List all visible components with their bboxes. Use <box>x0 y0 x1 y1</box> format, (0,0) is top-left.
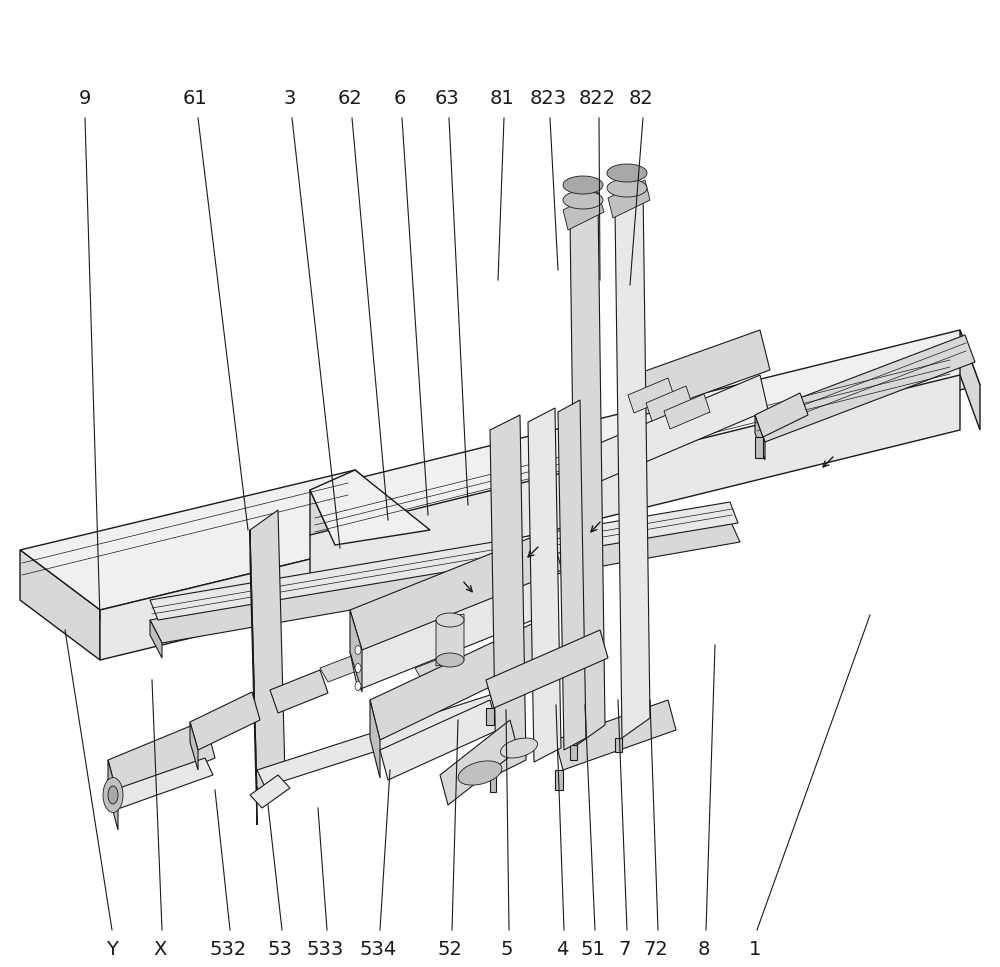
Text: 532: 532 <box>209 940 247 959</box>
Ellipse shape <box>607 164 647 182</box>
Polygon shape <box>608 180 650 218</box>
Polygon shape <box>528 408 561 762</box>
Polygon shape <box>558 400 586 750</box>
Polygon shape <box>257 695 498 787</box>
Text: 62: 62 <box>338 89 362 108</box>
Polygon shape <box>460 652 510 682</box>
Text: 63: 63 <box>435 89 459 108</box>
Ellipse shape <box>501 738 537 758</box>
Text: 82: 82 <box>629 89 653 108</box>
Text: 823: 823 <box>529 89 567 108</box>
Polygon shape <box>310 470 430 545</box>
Polygon shape <box>628 378 674 413</box>
Text: 8: 8 <box>698 940 710 959</box>
Polygon shape <box>555 770 563 790</box>
Polygon shape <box>320 652 370 682</box>
Text: 3: 3 <box>284 89 296 108</box>
Text: 9: 9 <box>79 89 91 108</box>
Polygon shape <box>380 700 498 780</box>
Polygon shape <box>560 495 568 520</box>
Polygon shape <box>370 620 550 740</box>
Polygon shape <box>620 420 630 448</box>
Polygon shape <box>436 614 464 666</box>
Polygon shape <box>563 192 604 230</box>
Ellipse shape <box>436 613 464 627</box>
Polygon shape <box>350 610 362 692</box>
Polygon shape <box>440 720 518 805</box>
Polygon shape <box>570 200 605 745</box>
Ellipse shape <box>563 176 603 194</box>
Text: 72: 72 <box>644 940 668 959</box>
Polygon shape <box>250 510 285 795</box>
Polygon shape <box>664 394 710 429</box>
Polygon shape <box>310 375 960 590</box>
Polygon shape <box>108 760 118 830</box>
Text: X: X <box>153 940 167 959</box>
Polygon shape <box>555 700 676 770</box>
Polygon shape <box>486 708 494 725</box>
Text: 534: 534 <box>359 940 397 959</box>
Polygon shape <box>615 188 650 738</box>
Text: 822: 822 <box>578 89 616 108</box>
Polygon shape <box>150 620 162 658</box>
Polygon shape <box>570 745 577 760</box>
Polygon shape <box>646 386 692 421</box>
Polygon shape <box>108 758 213 810</box>
Polygon shape <box>365 652 415 682</box>
Polygon shape <box>490 415 526 775</box>
Polygon shape <box>150 520 740 643</box>
Polygon shape <box>100 530 430 660</box>
Text: 81: 81 <box>490 89 514 108</box>
Text: Y: Y <box>106 940 118 959</box>
Polygon shape <box>20 550 100 660</box>
Polygon shape <box>755 335 975 442</box>
Text: 1: 1 <box>749 940 761 959</box>
Text: 7: 7 <box>619 940 631 959</box>
Ellipse shape <box>355 646 361 655</box>
Polygon shape <box>350 572 558 690</box>
Ellipse shape <box>355 663 361 672</box>
Polygon shape <box>755 393 808 437</box>
Polygon shape <box>350 530 562 650</box>
Text: 4: 4 <box>556 940 568 959</box>
Polygon shape <box>20 470 430 610</box>
Polygon shape <box>108 720 215 798</box>
Polygon shape <box>190 692 260 750</box>
Polygon shape <box>370 700 380 778</box>
Polygon shape <box>415 652 465 682</box>
Polygon shape <box>250 530 257 825</box>
Ellipse shape <box>355 682 361 690</box>
Text: 52: 52 <box>438 940 462 959</box>
Ellipse shape <box>108 786 118 804</box>
Polygon shape <box>270 670 328 713</box>
Ellipse shape <box>563 191 603 209</box>
Polygon shape <box>257 787 265 805</box>
Ellipse shape <box>103 777 123 812</box>
Text: 53: 53 <box>268 940 292 959</box>
Polygon shape <box>310 330 980 545</box>
Polygon shape <box>250 775 290 808</box>
Text: 6: 6 <box>394 89 406 108</box>
Ellipse shape <box>607 179 647 197</box>
Polygon shape <box>310 490 335 590</box>
Text: 5: 5 <box>501 940 513 959</box>
Polygon shape <box>190 722 198 770</box>
Polygon shape <box>755 437 763 458</box>
Polygon shape <box>960 330 980 430</box>
Text: 51: 51 <box>581 940 605 959</box>
Polygon shape <box>620 330 770 420</box>
Polygon shape <box>490 775 496 792</box>
Polygon shape <box>150 502 738 620</box>
Polygon shape <box>615 738 622 752</box>
Polygon shape <box>755 415 765 460</box>
Ellipse shape <box>458 761 502 785</box>
Ellipse shape <box>436 653 464 667</box>
Text: 61: 61 <box>183 89 207 108</box>
Polygon shape <box>560 375 768 495</box>
Polygon shape <box>486 630 608 708</box>
Text: 533: 533 <box>306 940 344 959</box>
